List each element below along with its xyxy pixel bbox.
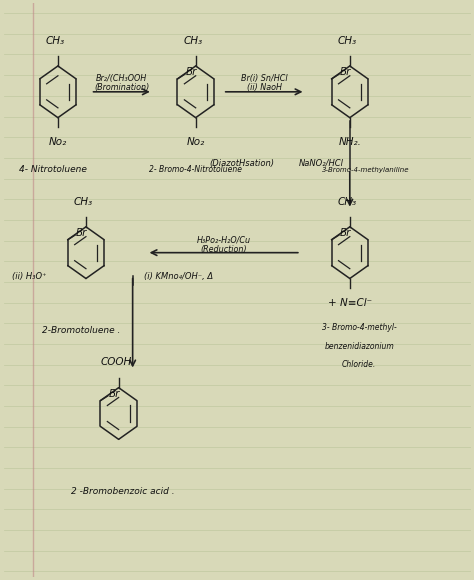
Text: 2-Bromotoluene .: 2-Bromotoluene .	[42, 326, 120, 335]
Text: benzenidiazonium: benzenidiazonium	[324, 342, 394, 350]
Text: (DiazotHsation): (DiazotHsation)	[210, 159, 275, 168]
Text: CH₃: CH₃	[338, 197, 357, 206]
Text: Br: Br	[76, 228, 87, 238]
Text: NaNO₂/HCl: NaNO₂/HCl	[299, 159, 344, 168]
Text: Chloride.: Chloride.	[342, 360, 376, 369]
Text: Br: Br	[185, 67, 197, 77]
Text: (i) KMno₄/OH⁻, Δ: (i) KMno₄/OH⁻, Δ	[144, 271, 213, 281]
Text: Br₂/(CH₃OOH: Br₂/(CH₃OOH	[96, 74, 147, 83]
Text: COOH: COOH	[100, 357, 132, 368]
Text: (Reduction): (Reduction)	[201, 245, 247, 254]
Text: No₂: No₂	[49, 137, 67, 147]
Text: (Bromination): (Bromination)	[94, 82, 149, 92]
Text: 2 -Bromobenzoic acid .: 2 -Bromobenzoic acid .	[72, 487, 175, 496]
Text: + N≡Cl⁻: + N≡Cl⁻	[328, 298, 372, 307]
Text: Br: Br	[109, 389, 120, 398]
Text: H₃Po₂-H₂O/Cu: H₃Po₂-H₂O/Cu	[197, 236, 251, 245]
Text: 3-Bromo-4-methylaniline: 3-Bromo-4-methylaniline	[322, 167, 410, 173]
Text: CH₃: CH₃	[74, 197, 93, 206]
Text: No₂: No₂	[187, 137, 205, 147]
Text: 4- Nitrotoluene: 4- Nitrotoluene	[19, 165, 87, 174]
Text: Br: Br	[339, 67, 351, 77]
Text: 3- Bromo-4-methyl-: 3- Bromo-4-methyl-	[322, 323, 397, 332]
Text: 2- Bromo-4-Nitrotoluene: 2- Bromo-4-Nitrotoluene	[149, 165, 242, 174]
Text: CH₃: CH₃	[338, 36, 357, 46]
Text: Br(i) Sn/HCl: Br(i) Sn/HCl	[241, 74, 288, 83]
Text: (ii) H₃O⁺: (ii) H₃O⁺	[12, 271, 46, 281]
Text: CH₃: CH₃	[46, 36, 65, 46]
Text: NH₂.: NH₂.	[338, 137, 361, 147]
Text: CH₃: CH₃	[184, 36, 203, 46]
Text: Br: Br	[339, 228, 351, 238]
Text: (ii) NaoH: (ii) NaoH	[247, 82, 282, 92]
